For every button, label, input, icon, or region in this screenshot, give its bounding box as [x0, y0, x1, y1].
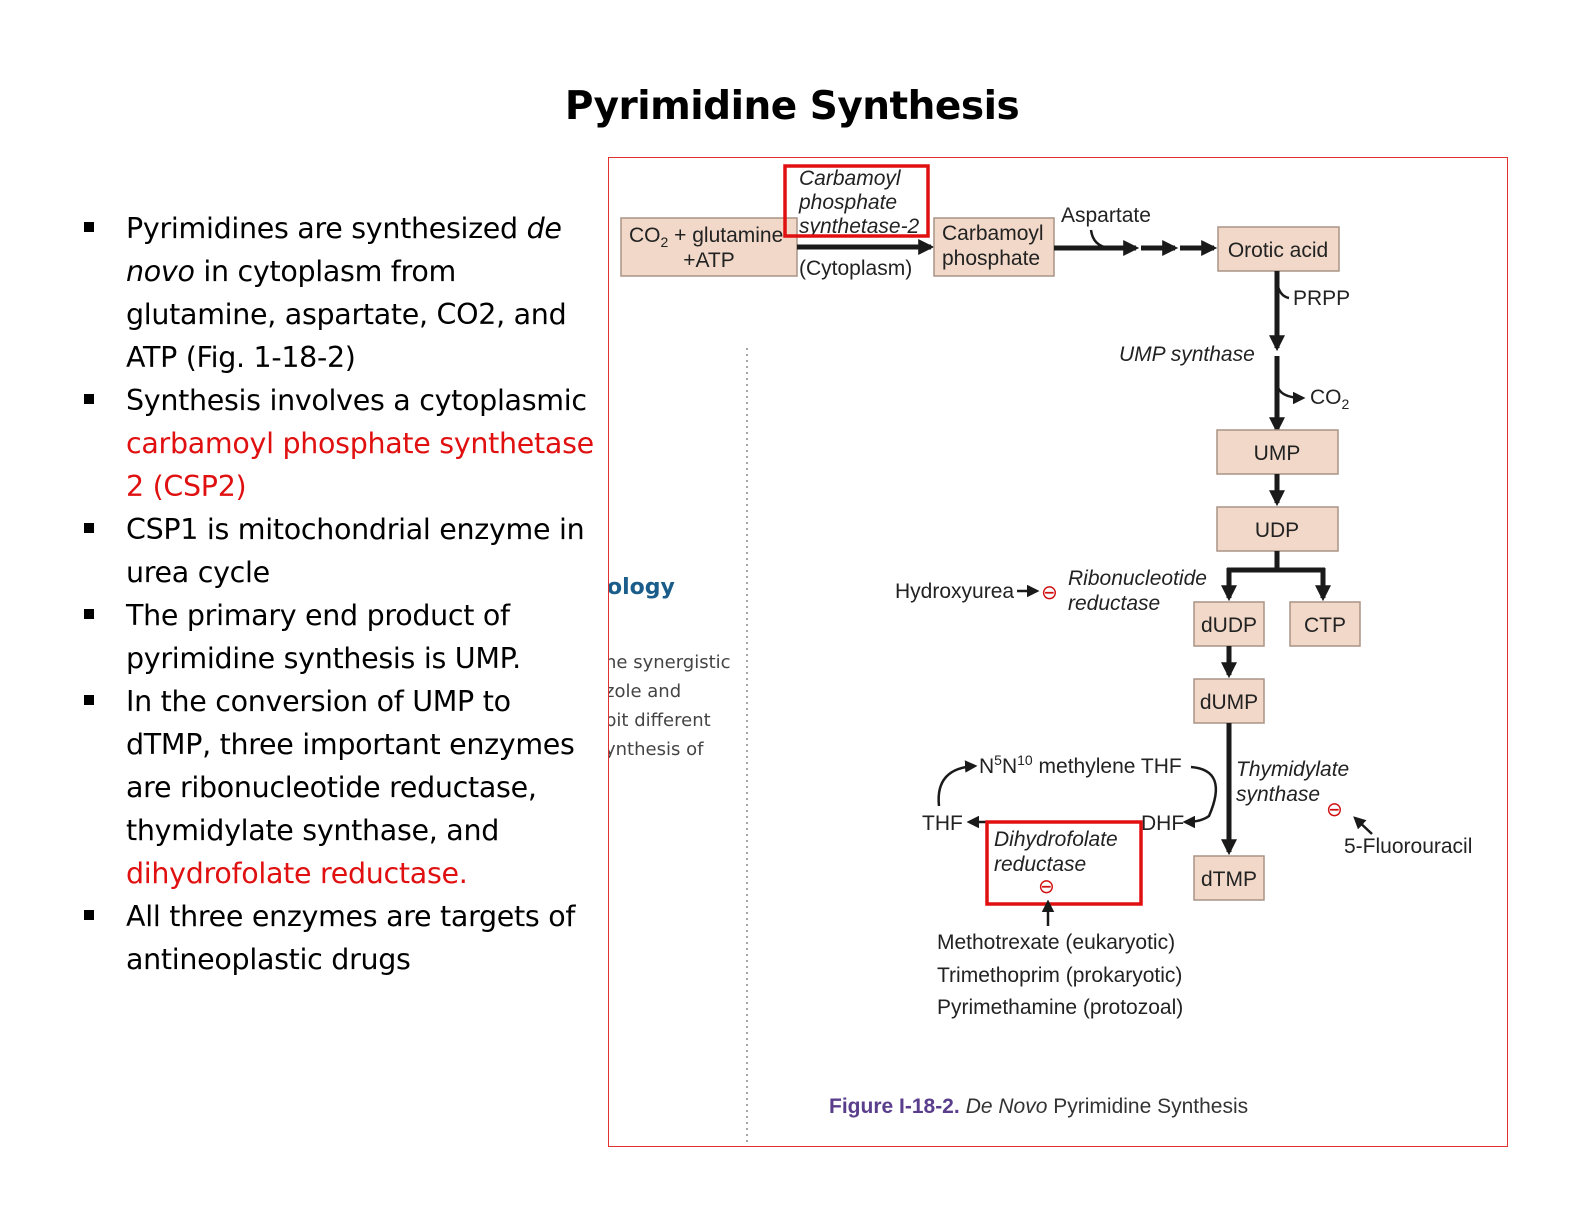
thymidylate-synthase-label: Thymidylate	[1236, 758, 1349, 781]
prpp-input-arrow	[1275, 281, 1290, 300]
cytoplasm-label: (Cytoplasm)	[799, 257, 912, 280]
carbamoyl-phosphate-box	[933, 217, 1055, 277]
background-heading: ology	[609, 575, 675, 600]
bullet-text: in cytoplasm from glutamine, aspartate, …	[126, 255, 567, 374]
bullet-item: Pyrimidines are synthesized de novo in c…	[84, 207, 604, 379]
bullet-italic: de novo	[126, 212, 562, 288]
drug-label: Pyrimethamine (protozoal)	[937, 996, 1183, 1019]
bullet-item: All three enzymes are targets of antineo…	[84, 895, 604, 981]
inhibit-icon: ⊖	[1326, 799, 1343, 821]
co2-glutamine-label: CO2 + glutamine	[629, 224, 783, 250]
thf-regeneration-arrow	[937, 760, 978, 807]
carbamoyl-phosphate-label: phosphate	[942, 247, 1040, 270]
figure-caption: Figure I-18-2. De Novo Pyrimidine Synthes…	[829, 1095, 1248, 1118]
slide-title: Pyrimidine Synthesis	[564, 84, 1020, 129]
dhf-label: DHF	[1141, 812, 1184, 835]
background-text: he synergistic	[609, 652, 731, 673]
ribonucleotide-reductase-label: reductase	[1068, 592, 1160, 615]
thf-to-dhf-arrow	[1182, 765, 1218, 829]
inhibit-icon: ⊖	[1038, 876, 1055, 898]
udp-box	[1216, 506, 1339, 552]
ump-synthase-label: UMP synthase	[1119, 343, 1255, 366]
pathway-diagram: ology he synergistic zole and bit differ…	[609, 164, 1472, 1146]
hydroxyurea-label: Hydroxyurea	[895, 580, 1014, 603]
aspartate-label: Aspartate	[1061, 204, 1151, 227]
co2-release-label: CO2	[1310, 386, 1350, 412]
cps2-label: phosphate	[798, 191, 897, 214]
bullet-text: The primary end product of pyrimidine sy…	[126, 599, 521, 675]
bullet-highlight: carbamoyl phosphate synthetase 2 (CSP2)	[126, 427, 594, 503]
cps2-label: synthetase-2	[799, 215, 920, 238]
cps2-highlight	[783, 164, 930, 238]
fluorouracil-inhibition-arrow	[1353, 816, 1373, 835]
ump-box	[1216, 429, 1339, 475]
dump-label: dUMP	[1200, 691, 1258, 714]
dtmp-box	[1193, 855, 1265, 901]
bullet-item: CSP1 is mitochondrial enzyme in urea cyc…	[84, 508, 604, 594]
bullet-marker	[84, 394, 94, 404]
dhfr-label: reductase	[994, 853, 1086, 876]
dump-box	[1193, 678, 1265, 724]
prpp-label: PRPP	[1293, 287, 1350, 310]
cps2-label: Carbamoyl	[799, 167, 902, 190]
bullet-marker	[84, 609, 94, 619]
dtmp-label: dTMP	[1201, 868, 1257, 891]
bullet-list: Pyrimidines are synthesized de novo in c…	[84, 207, 604, 981]
inhibit-icon: ⊖	[1041, 582, 1058, 604]
bullet-highlight: dihydrofolate reductase.	[126, 857, 468, 890]
orotic-acid-label: Orotic acid	[1228, 239, 1328, 262]
drug-label: Methotrexate (eukaryotic)	[937, 931, 1175, 954]
orotic-acid-box	[1217, 226, 1340, 272]
co2-release-arrow	[1275, 383, 1306, 405]
ump-label: UMP	[1254, 442, 1301, 465]
dhfr-label: Dihydrofolate	[994, 828, 1118, 851]
dudp-label: dUDP	[1201, 614, 1257, 637]
methylene-thf-label: N5N10 methylene THF	[979, 752, 1182, 778]
background-text: bit different	[609, 710, 711, 731]
co2-glutamine-box	[620, 217, 798, 277]
carbamoyl-phosphate-label: Carbamoyl	[942, 222, 1044, 245]
bullet-marker	[84, 695, 94, 705]
bullet-item: In the conversion of UMP to dTMP, three …	[84, 680, 604, 895]
bullet-text: All three enzymes are targets of antineo…	[126, 900, 576, 976]
aspartate-input-arrow	[1089, 229, 1110, 250]
drug-label: Trimethoprim (prokaryotic)	[937, 964, 1182, 987]
bullet-text: CSP1 is mitochondrial enzyme in urea cyc…	[126, 513, 585, 589]
bullet-text: Synthesis involves a cytoplasmic	[126, 384, 587, 417]
udp-label: UDP	[1255, 519, 1299, 542]
atp-label: +ATP	[683, 249, 735, 272]
thf-label: THF	[922, 812, 963, 835]
pathway-figure: ology he synergistic zole and bit differ…	[608, 157, 1508, 1147]
bullet-marker	[84, 222, 94, 232]
background-text: ynthesis of	[609, 739, 704, 760]
bullet-marker	[84, 910, 94, 920]
bullet-marker	[84, 523, 94, 533]
ribonucleotide-reductase-label: Ribonucleotide	[1068, 567, 1207, 590]
background-text: zole and	[609, 681, 681, 702]
thymidylate-synthase-label: synthase	[1236, 783, 1320, 806]
dhfr-highlight	[985, 820, 1143, 906]
ctp-box	[1289, 601, 1361, 647]
bullet-item: The primary end product of pyrimidine sy…	[84, 594, 604, 680]
bullet-text: Pyrimidines are synthesized	[126, 212, 527, 245]
bullet-item: Synthesis involves a cytoplasmic carbamo…	[84, 379, 604, 508]
ctp-label: CTP	[1304, 614, 1346, 637]
bullet-text: In the conversion of UMP to dTMP, three …	[126, 685, 575, 847]
fluorouracil-label: 5-Fluorouracil	[1344, 835, 1472, 858]
